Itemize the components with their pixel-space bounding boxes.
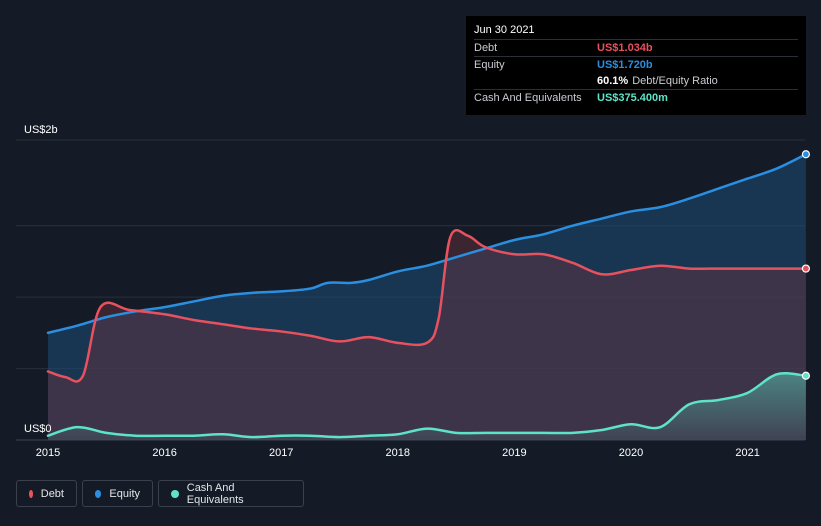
debt-line (46, 228, 808, 383)
legend-cash-label: Cash And Equivalents (186, 481, 244, 506)
series-lines (46, 153, 808, 439)
legend-equity-swatch (95, 489, 102, 498)
tooltip-date: Jun 30 2021 (474, 24, 535, 36)
end-markers (801, 150, 811, 380)
x-tick-label: 2021 (735, 447, 759, 459)
debt-end-marker (801, 264, 811, 273)
y-axis-top-label: US$2b (24, 124, 58, 136)
x-tick-label: 2015 (36, 447, 60, 459)
x-tick-label: 2018 (386, 447, 410, 459)
equity-area (48, 154, 806, 441)
debt-area (48, 230, 806, 440)
legend-debt-swatch (29, 489, 33, 498)
x-tick-label: 2020 (619, 447, 643, 459)
x-tick-label: 2019 (502, 447, 526, 459)
series-areas (48, 154, 806, 441)
tooltip-equity-label: Equity (474, 59, 505, 71)
cash-and-equivalents-area (48, 373, 806, 440)
legend-debt-label: Debt (40, 487, 64, 500)
legend-equity[interactable]: Equity (82, 480, 153, 507)
cash-and-equivalents-end-marker (801, 371, 811, 380)
tooltip-debt-row: Debt US$1.034b (474, 39, 798, 56)
legend-cash[interactable]: Cash And Equivalents (158, 480, 304, 507)
tooltip-ratio-text: Debt/Equity Ratio (632, 75, 718, 87)
tooltip-equity-value: US$1.720b (597, 59, 653, 71)
equity-line (46, 153, 808, 335)
x-axis-ticks: 2015 2016 2017 2018 2019 2020 2021 (36, 447, 760, 459)
tooltip: Jun 30 2021 Debt US$1.034b Equity US$1.7… (466, 16, 806, 115)
tooltip-ratio-value: 60.1% (597, 75, 629, 87)
tooltip-ratio-row: 60.1% Debt/Equity Ratio (474, 73, 798, 89)
x-tick-label: 2017 (269, 447, 293, 459)
legend-cash-swatch (171, 489, 179, 498)
y-axis-bottom-label: US$0 (24, 423, 52, 435)
legend-equity-label: Equity (109, 487, 140, 500)
cash-and-equivalents-line (46, 372, 808, 439)
tooltip-debt-value: US$1.034b (597, 42, 653, 54)
equity-end-marker (801, 150, 811, 159)
tooltip-cash-label: Cash And Equivalents (474, 92, 582, 104)
tooltip-equity-row: Equity US$1.720b (474, 56, 798, 73)
legend-debt[interactable]: Debt (16, 480, 77, 507)
tooltip-debt-label: Debt (474, 42, 498, 54)
tooltip-cash-row: Cash And Equivalents US$375.400m (474, 89, 798, 106)
tooltip-cash-value: US$375.400m (597, 92, 668, 104)
x-tick-label: 2016 (152, 447, 176, 459)
